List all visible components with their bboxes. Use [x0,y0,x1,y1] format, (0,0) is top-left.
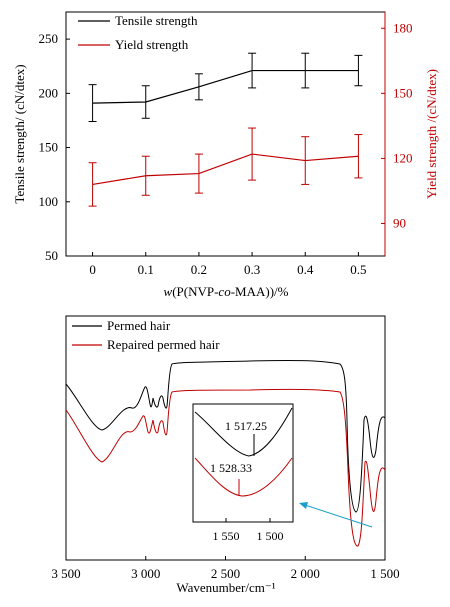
x-tick-label: 0 [89,262,96,277]
legend-label-tensile: Tensile strength [115,13,198,28]
bottom-x-tick-label: 3 000 [131,566,160,581]
inset-spectrum-permed [194,407,293,457]
bottom-x-tick-label: 1 500 [370,566,399,581]
spectrum-permed-hair [65,359,386,513]
bottom-x-tick-label: 3 500 [51,566,80,581]
left-tick-label: 200 [39,85,59,100]
inset-spectrum-repaired [194,457,293,497]
x-tick-label: 0.3 [244,262,260,277]
inset-arrow-head [299,502,308,509]
top-chart: 50 100 150 200 250 90 120 150 180 0 0.1 0.2 0.3 0.4… [12,11,439,299]
series-line-tensile [92,69,359,104]
left-tick-label: 250 [39,31,59,46]
top-x-axis-title: w(P(NVP-co-MAA))/% [164,284,289,299]
legend-label-permed: Permed hair [107,318,171,333]
top-legend: Tensile strength Yield strength [78,13,198,52]
inset: 1 517.25 1 528.33 1 550 1 500 [192,403,294,543]
top-series-group [88,52,363,207]
top-plot-frame [65,11,386,257]
top-right-axis-title: Yield strength /(cN/dtex) [424,69,439,199]
inset-annotation-repaired: 1 528.33 [210,461,252,475]
top-right-axis: 90 120 150 180 [381,12,413,256]
left-tick-label: 50 [45,248,58,263]
top-left-axis: 50 100 150 200 250 [39,31,70,263]
inset-tick-label-1500: 1 500 [257,529,284,543]
bottom-x-tick-label: 2 500 [211,566,240,581]
x-tick-label: 0.2 [191,262,207,277]
bottom-chart: 1 517.25 1 528.33 1 550 1 500 Permed hai… [51,315,400,595]
bottom-legend: Permed hair Repaired permed hair [72,318,220,352]
x-tick-label: 0.5 [350,262,366,277]
legend-label-repaired: Repaired permed hair [107,337,220,352]
right-tick-label: 180 [393,20,413,35]
left-tick-label: 100 [39,194,59,209]
x-tick-label: 0.4 [297,262,314,277]
bottom-x-axis: 3 500 3 000 2 500 2 000 1 500 [51,556,400,581]
left-tick-label: 150 [39,140,59,155]
legend-label-yield: Yield strength [115,37,189,52]
inset-annotation-permed: 1 517.25 [225,419,267,433]
inset-frame [192,403,294,523]
top-x-axis: 0 0.1 0.2 0.3 0.4 0.5 [89,252,367,277]
inset-tick-label-1550: 1 550 [213,529,240,543]
right-tick-label: 120 [393,150,413,165]
inset-arrow-line [304,504,373,528]
x-tick-label: 0.1 [138,262,154,277]
series-line-yield [92,153,359,186]
right-tick-label: 150 [393,85,413,100]
right-tick-label: 90 [393,215,406,230]
bottom-x-axis-title: Wavenumber/cm⁻¹ [176,580,275,595]
bottom-x-tick-label: 2 000 [291,566,320,581]
spectrum-repaired-permed-hair [65,388,386,547]
top-left-axis-title: Tensile strength/ (cN/dtex) [12,64,27,203]
inset-arrow [299,502,373,528]
